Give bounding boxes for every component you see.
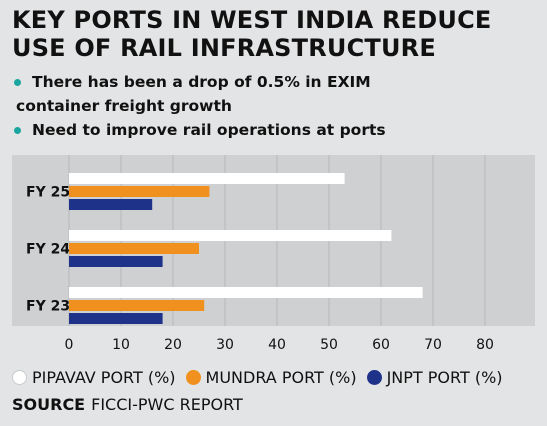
x-tick-label: 80 (476, 337, 494, 353)
legend-item-mundra: MUNDRA PORT (%) (185, 367, 357, 387)
bullet-dot-icon (14, 127, 21, 134)
x-tick-label: 10 (112, 337, 130, 353)
x-tick-label: 50 (320, 337, 338, 353)
legend-label-jnpt: JNPT PORT (%) (386, 367, 503, 387)
x-tick-label: 70 (424, 337, 442, 353)
x-tick-label: 30 (216, 337, 234, 353)
bullet-item-1-text: There has been a drop of 0.5% in EXIM (32, 73, 371, 91)
bullet-item-1: There has been a drop of 0.5% in EXIM (12, 70, 532, 94)
chart-legend: PIPAVAV PORT (%) MUNDRA PORT (%) JNPT PO… (12, 366, 503, 388)
bullet-item-2: Need to improve rail operations at ports (12, 118, 532, 142)
x-tick-label: 0 (65, 337, 74, 353)
bar-jnpt (69, 313, 163, 324)
bar-pipavav (69, 173, 345, 184)
jnpt-swatch-icon (366, 369, 382, 385)
legend-label-pipavav: PIPAVAV PORT (%) (32, 367, 176, 387)
x-tick-label: 40 (268, 337, 286, 353)
bar-mundra (69, 243, 199, 254)
legend-item-jnpt: JNPT PORT (%) (366, 367, 503, 387)
category-label: FY 23 (26, 299, 70, 315)
legend-item-pipavav: PIPAVAV PORT (%) (12, 368, 176, 387)
bar-jnpt (69, 199, 153, 210)
x-tick-label: 20 (164, 337, 182, 353)
source-text: FICCI-PWC REPORT (91, 395, 243, 414)
bullet-dot-icon (14, 79, 21, 86)
bullet-item-2-text: Need to improve rail operations at ports (32, 121, 386, 139)
category-label: FY 24 (26, 242, 70, 258)
source-label: SOURCE (12, 395, 86, 414)
chart-title: KEY PORTS IN WEST INDIA REDUCE USE OF RA… (12, 6, 542, 62)
bar-mundra (69, 300, 205, 311)
pipavav-swatch-icon (12, 369, 27, 385)
bar-jnpt (69, 256, 163, 267)
source-note: SOURCE FICCI-PWC REPORT (12, 395, 243, 414)
legend-label-mundra: MUNDRA PORT (%) (205, 367, 357, 387)
x-tick-label: 60 (372, 337, 390, 353)
bar-pipavav (69, 287, 423, 298)
category-label: FY 25 (26, 185, 70, 201)
bar-pipavav (69, 230, 392, 241)
mundra-swatch-icon (185, 369, 201, 385)
bar-mundra (69, 186, 210, 197)
bullet-item-1-continued: container freight growth (16, 97, 232, 115)
bullet-list: There has been a drop of 0.5% in EXIM co… (12, 70, 532, 142)
title-line-1: KEY PORTS IN WEST INDIA REDUCE (12, 6, 492, 34)
title-line-2: USE OF RAIL INFRASTRUCTURE (12, 34, 436, 62)
